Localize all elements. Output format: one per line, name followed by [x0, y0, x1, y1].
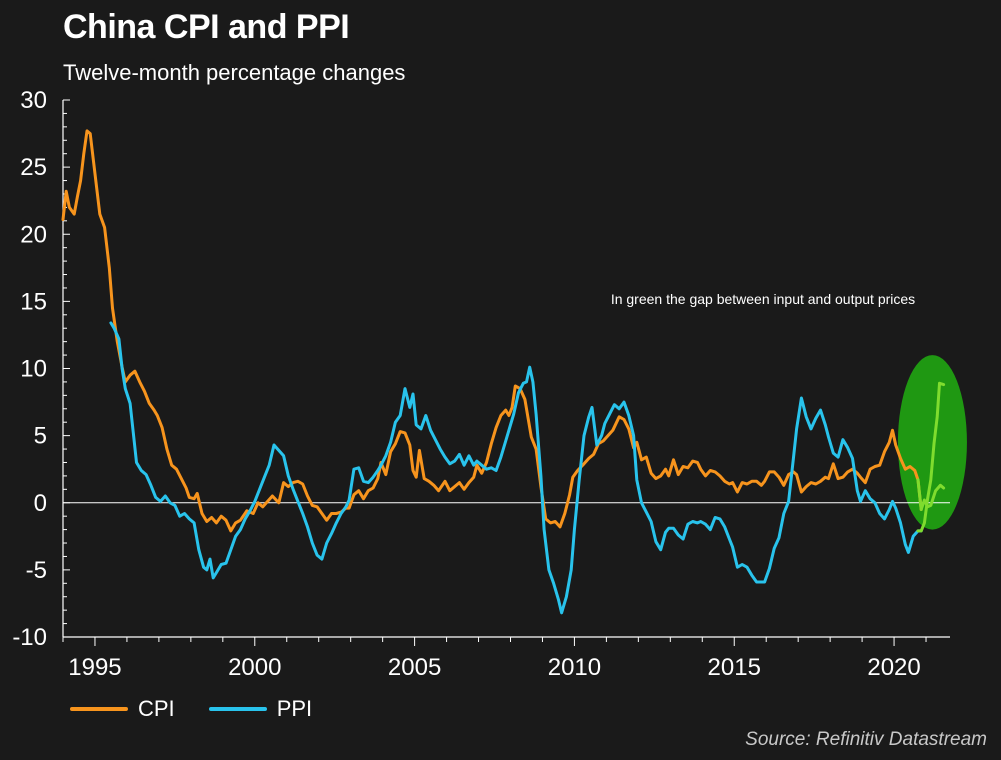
legend-label-cpi: CPI	[138, 696, 175, 721]
y-tick-label: 20	[20, 221, 47, 248]
y-tick-label: 15	[20, 288, 47, 315]
x-tick-label: 1995	[68, 654, 121, 681]
legend-item-ppi: PPI	[208, 696, 313, 722]
y-tick-label: 0	[34, 490, 47, 517]
y-tick-label: 10	[20, 356, 47, 383]
legend-label-ppi: PPI	[276, 696, 313, 721]
x-tick-label: 2020	[867, 654, 920, 681]
legend-swatch-ppi	[208, 707, 267, 711]
x-tick-label: 2015	[708, 654, 761, 681]
series-line-ppi	[109, 321, 923, 615]
y-tick-label: -10	[12, 624, 47, 651]
chart-subtitle: Twelve-month percentage changes	[63, 60, 406, 85]
series-line-ppi-highlight	[916, 381, 946, 533]
y-tick-label: 5	[34, 423, 47, 450]
series-line-cpi	[61, 129, 923, 533]
legend-item-cpi: CPI	[70, 696, 175, 722]
chart-title: China CPI and PPI	[63, 8, 350, 46]
x-tick-label: 2005	[388, 654, 441, 681]
series-line-cpi-highlight	[916, 478, 946, 511]
annotation-text: In green the gap between input and outpu…	[611, 291, 915, 307]
legend-swatch-cpi	[70, 707, 128, 711]
legend: CPI PPI	[70, 696, 346, 722]
x-tick-label: 2000	[228, 654, 281, 681]
source-note: Source: Refinitiv Datastream	[745, 729, 987, 750]
y-tick-label: 30	[20, 87, 47, 114]
highlight-ellipse	[897, 355, 967, 530]
y-tick-label: -5	[26, 557, 47, 584]
y-tick-label: 25	[20, 154, 47, 181]
x-tick-label: 2010	[548, 654, 601, 681]
